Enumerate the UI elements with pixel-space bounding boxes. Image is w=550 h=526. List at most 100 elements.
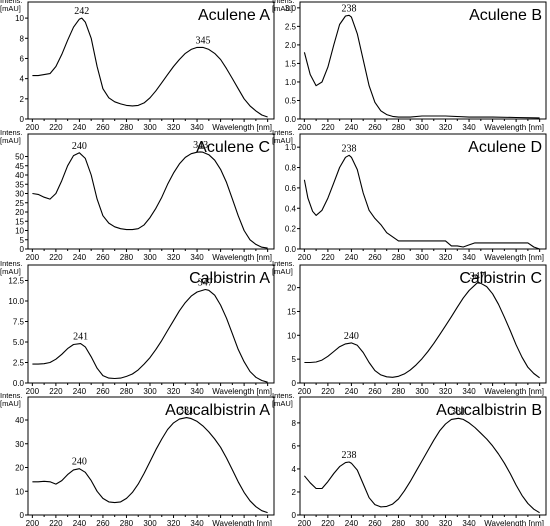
y-tick-label: 10 [15,487,24,496]
x-tick-label: 220 [321,253,335,262]
spectrum-line [303,417,540,514]
y-tick-label: 7.5 [13,317,25,326]
peak-label: 238 [342,3,357,14]
peak-label: 242 [74,6,89,17]
x-tick-label: 280 [392,387,406,396]
plot-frame [27,1,275,120]
y-tick-label: 0.0 [285,115,297,124]
plot-frame [299,264,547,384]
x-tick-label: 320 [439,519,453,526]
x-tick-label: 280 [120,123,134,132]
x-tick-label: 320 [439,123,453,132]
y-tick-label: 1.0 [285,78,297,87]
peak-label: 240 [72,141,87,152]
chart-panel: 0 2 4 6 8 200 220 240 260 280 300 320 340 Wavelength … [272,391,547,526]
spectrum-line [32,417,268,514]
x-tick-label: 300 [143,253,157,262]
peak-label: 240 [344,331,359,342]
y-tick-label: 0.4 [285,204,297,213]
y-tick-label: 8 [20,34,25,43]
x-tick-label: 220 [49,253,63,262]
y-tick-label: 15 [15,217,24,226]
y-tick-label: 3.0 [285,4,297,13]
plot-frame [27,264,275,384]
chart-panel: 0.0 2.5 5.0 7.5 10.0 12.5 200 220 240 260 280 300 32… [0,259,275,396]
y-axis-label: Intens. [mAU] [272,0,295,13]
x-axis-label: Wavelength [nm] [484,123,544,132]
x-tick-label: 240 [345,123,359,132]
y-tick-label: 6 [292,442,297,451]
peak-label: 345 [195,35,210,46]
x-tick-label: 300 [143,519,157,526]
y-tick-label: 30 [15,440,24,449]
x-tick-label: 340 [462,253,476,262]
y-tick-label: 15 [287,307,296,316]
chart-panel: 0 5 10 15 20 200 220 240 260 280 300 320 340 Waveleng… [272,259,547,396]
x-tick-label: 320 [167,387,181,396]
x-tick-label: 260 [368,123,382,132]
peak-label: 240 [72,457,87,468]
x-axis-label: Wavelength [nm] [212,253,272,262]
x-tick-label: 340 [190,519,204,526]
y-tick-label: 20 [15,208,24,217]
chart-panel: 0.0 0.2 0.4 0.6 0.8 1.0 200 220 240 260 280 300 320 3… [272,128,547,262]
peak-label: 238 [342,450,357,461]
x-tick-label: 260 [368,387,382,396]
y-tick-label: 10 [15,227,24,236]
y-tick-label: 2 [20,95,25,104]
y-tick-label: 0 [20,511,25,520]
chart-title: Aculene D [468,139,542,156]
y-tick-label: 25 [15,199,24,208]
x-tick-label: 260 [96,387,110,396]
x-axis-label: Wavelength [nm] [212,387,272,396]
y-tick-label: 10 [287,331,296,340]
chart-title: Aculene C [196,139,270,156]
x-tick-label: 340 [462,123,476,132]
spectrum-line [32,17,268,118]
y-tick-label: 0 [292,511,297,520]
y-tick-label: 0 [292,379,297,388]
y-axis-label: Intens. [mAU] [0,128,23,145]
chart-title: Calbistrin A [189,270,270,287]
spectrum-line [303,154,540,250]
x-axis-label: Wavelength [nm] [484,253,544,262]
peak-label: 331 [451,406,466,417]
x-tick-label: 200 [298,519,312,526]
y-axis-label: Intens. [mAU] [272,259,295,276]
x-tick-label: 240 [73,123,87,132]
x-tick-label: 340 [190,253,204,262]
x-tick-label: 200 [26,123,40,132]
y-tick-label: 2.0 [285,41,297,50]
x-tick-label: 320 [167,519,181,526]
y-tick-label: 1.5 [285,59,297,68]
y-tick-label: 20 [15,464,24,473]
y-tick-label: 35 [15,180,24,189]
x-tick-label: 260 [96,519,110,526]
peak-label: 347 [198,278,213,289]
x-tick-label: 260 [96,253,110,262]
y-tick-label: 0.0 [13,379,25,388]
x-tick-label: 320 [439,387,453,396]
x-tick-label: 200 [26,387,40,396]
y-tick-label: 10 [15,14,24,23]
x-tick-label: 220 [321,519,335,526]
y-tick-label: 0.0 [285,245,297,254]
chart-panel: 0 2 4 6 8 10 200 220 240 260 280 300 320 340 Wavelengt… [0,0,275,132]
chart-title: Aculene B [469,7,542,24]
plot-frame [299,396,547,516]
x-tick-label: 300 [415,519,429,526]
x-tick-label: 240 [345,253,359,262]
y-axis-label: Intens. [mAU] [0,259,23,276]
x-tick-label: 200 [298,387,312,396]
y-tick-label: 20 [287,284,296,293]
x-tick-label: 200 [298,253,312,262]
spectrum-line [304,282,540,379]
x-tick-label: 340 [462,387,476,396]
x-tick-label: 280 [392,519,406,526]
x-tick-label: 280 [392,253,406,262]
x-tick-label: 220 [49,519,63,526]
x-tick-label: 220 [321,123,335,132]
y-tick-label: 5 [292,355,297,364]
peak-label: 238 [342,143,357,154]
x-tick-label: 240 [345,519,359,526]
